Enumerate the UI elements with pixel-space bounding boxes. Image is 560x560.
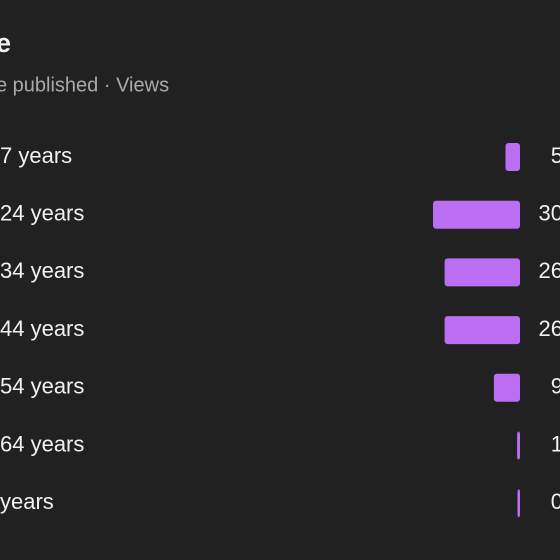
- bar: [517, 489, 520, 518]
- value-label: 30: [539, 201, 560, 226]
- bar: [433, 200, 520, 229]
- bar: [493, 373, 520, 402]
- value-label: 0: [551, 489, 560, 514]
- bar: [517, 431, 520, 460]
- category-label: 64 years: [0, 431, 84, 456]
- chart-subtitle: e published · Views: [0, 74, 169, 96]
- category-label: 7 years: [0, 143, 72, 168]
- chart-title: e: [0, 28, 11, 58]
- category-label: 24 years: [0, 201, 84, 226]
- value-label: 9: [551, 374, 560, 399]
- category-label: years: [0, 489, 54, 514]
- bar: [505, 143, 520, 171]
- category-label: 44 years: [0, 316, 84, 341]
- category-label: 34 years: [0, 258, 84, 283]
- value-label: 26: [539, 316, 560, 341]
- value-label: 1: [551, 431, 560, 456]
- bar: [444, 316, 520, 345]
- value-label: 5: [551, 143, 560, 168]
- bar: [444, 258, 520, 287]
- value-label: 26: [539, 258, 560, 283]
- category-label: 54 years: [0, 374, 84, 399]
